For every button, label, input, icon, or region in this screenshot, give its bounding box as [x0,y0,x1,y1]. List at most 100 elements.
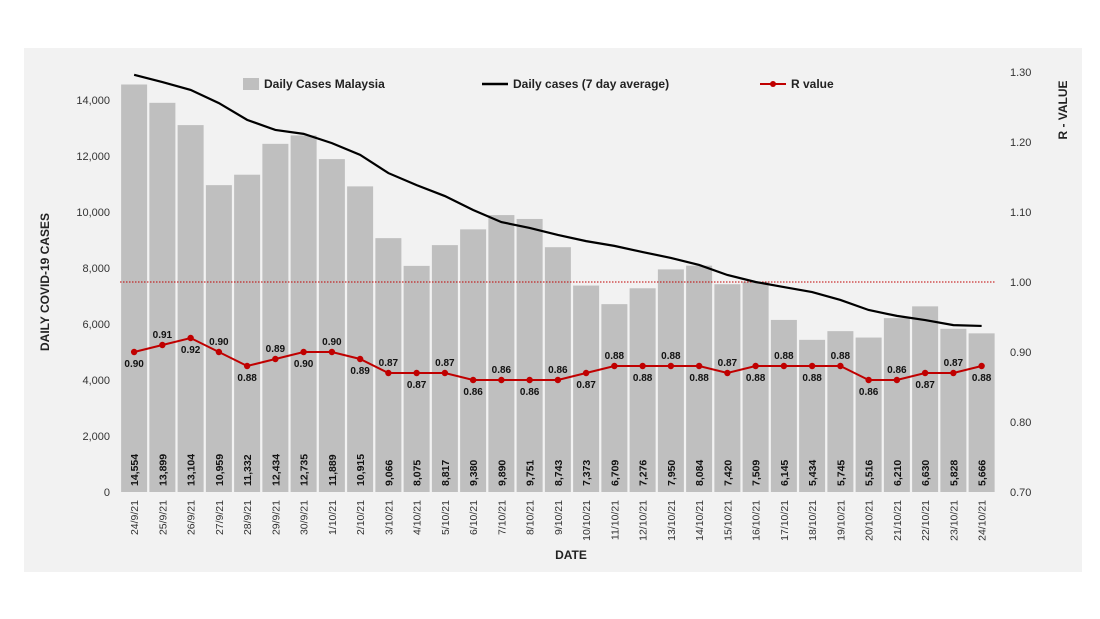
r-value-point [950,369,957,377]
bar [968,333,995,492]
r-value-label: 0.87 [435,358,455,369]
x-tick-label: 7/10/21 [496,500,508,535]
r-value-label: 0.87 [407,380,427,391]
y-tick-label: 12,000 [76,151,110,163]
bar [149,102,176,492]
bar-value-label: 6,145 [779,460,791,486]
y2-tick-label: 0.70 [1010,487,1031,499]
r-value-point [611,362,618,370]
bar-value-label: 5,516 [864,460,876,486]
r-value-point [187,334,194,342]
legend-swatch-bars [243,78,259,90]
r-value-label: 0.88 [605,351,625,362]
r-value-label: 0.88 [661,351,681,362]
r-value-point [554,376,562,384]
r-value-point [724,369,731,377]
y2-tick-label: 1.20 [1010,137,1031,149]
r-value-label: 0.88 [633,373,653,384]
r-value-label: 0.90 [294,359,314,370]
bar-value-label: 7,373 [581,460,593,486]
y2-tick-label: 1.00 [1010,277,1031,289]
r-value-label: 0.90 [209,337,229,348]
bar-value-label: 9,066 [383,460,395,486]
bar [121,84,148,492]
r-value-label: 0.87 [718,358,738,369]
bar-value-label: 9,890 [496,460,508,486]
bar-value-label: 8,817 [440,460,452,486]
x-tick-label: 12/10/21 [638,500,650,541]
x-tick-label: 30/9/21 [299,500,311,535]
r-value-point [865,376,872,384]
bar-value-label: 6,630 [920,460,932,486]
r-value-point [498,376,505,384]
r-value-point [978,362,985,370]
bar-value-label: 14,554 [129,454,141,486]
x-tick-label: 19/10/21 [835,500,847,541]
r-value-label: 0.88 [831,351,851,362]
r-value-point [469,376,477,384]
y-tick-label: 4,000 [82,375,110,387]
x-tick-label: 1/10/21 [327,500,339,535]
bar [940,328,967,492]
bar [714,284,741,492]
r-value-label: 0.88 [689,373,709,384]
r-value-label: 0.87 [576,380,596,391]
r-value-label: 0.87 [915,380,935,391]
bar [827,331,854,492]
bar [855,337,882,492]
bar-value-label: 7,950 [666,460,678,486]
r-value-label: 0.86 [492,365,512,376]
r-value-point [837,362,844,370]
bar-value-label: 5,434 [807,460,819,486]
bar [205,185,232,492]
y2-tick-label: 1.30 [1010,67,1031,79]
y-tick-label: 6,000 [82,319,110,331]
y2-tick-label: 0.90 [1010,347,1031,359]
r-value-label: 0.88 [774,351,794,362]
x-tick-label: 10/10/21 [581,500,593,541]
bar-value-label: 8,743 [553,460,565,486]
r-value-point [356,355,364,363]
x-tick-label: 4/10/21 [412,500,424,535]
bar-value-label: 9,380 [468,460,480,486]
r-value-point [893,376,901,384]
r-value-point [582,369,590,377]
bar-value-label: 11,889 [327,454,339,486]
x-tick-label: 11/10/21 [609,500,621,540]
bar [403,265,430,492]
x-tick-label: 22/10/21 [920,500,932,541]
bar [431,245,458,492]
bar-value-label: 5,745 [835,460,847,486]
r-value-label: 0.91 [153,330,173,341]
bar-value-label: 10,959 [214,454,226,486]
x-tick-label: 29/9/21 [270,500,282,535]
bar-value-label: 10,915 [355,454,367,486]
x-tick-label: 18/10/21 [807,500,819,541]
bar [742,281,769,492]
r-value-point [272,355,279,363]
bar-value-label: 9,751 [525,460,537,486]
bar [290,135,317,493]
x-tick-label: 13/10/21 [666,500,678,541]
x-tick-label: 25/9/21 [157,500,169,535]
bar [883,318,910,492]
legend-marker-r [770,81,776,87]
r-value-label: 0.86 [859,387,879,398]
x-tick-label: 28/9/21 [242,500,254,535]
bar-value-label: 8,084 [694,460,706,486]
x-tick-label: 15/10/21 [722,500,734,541]
r-value-label: 0.92 [181,345,201,356]
r-value-point [808,362,816,370]
legend-label-avg: Daily cases (7 day average) [513,77,669,91]
x-tick-label: 2/10/21 [355,500,367,535]
y-tick-label: 0 [104,487,110,499]
r-value-label: 0.90 [322,337,342,348]
bar-value-label: 5,828 [948,460,960,486]
bar-value-label: 5,666 [977,460,989,486]
r-value-point [441,369,449,377]
x-axis-title: DATE [555,548,587,562]
legend-label-r: R value [791,77,834,91]
r-value-label: 0.88 [237,373,257,384]
r-value-point [921,369,929,377]
r-value-point [159,341,166,349]
